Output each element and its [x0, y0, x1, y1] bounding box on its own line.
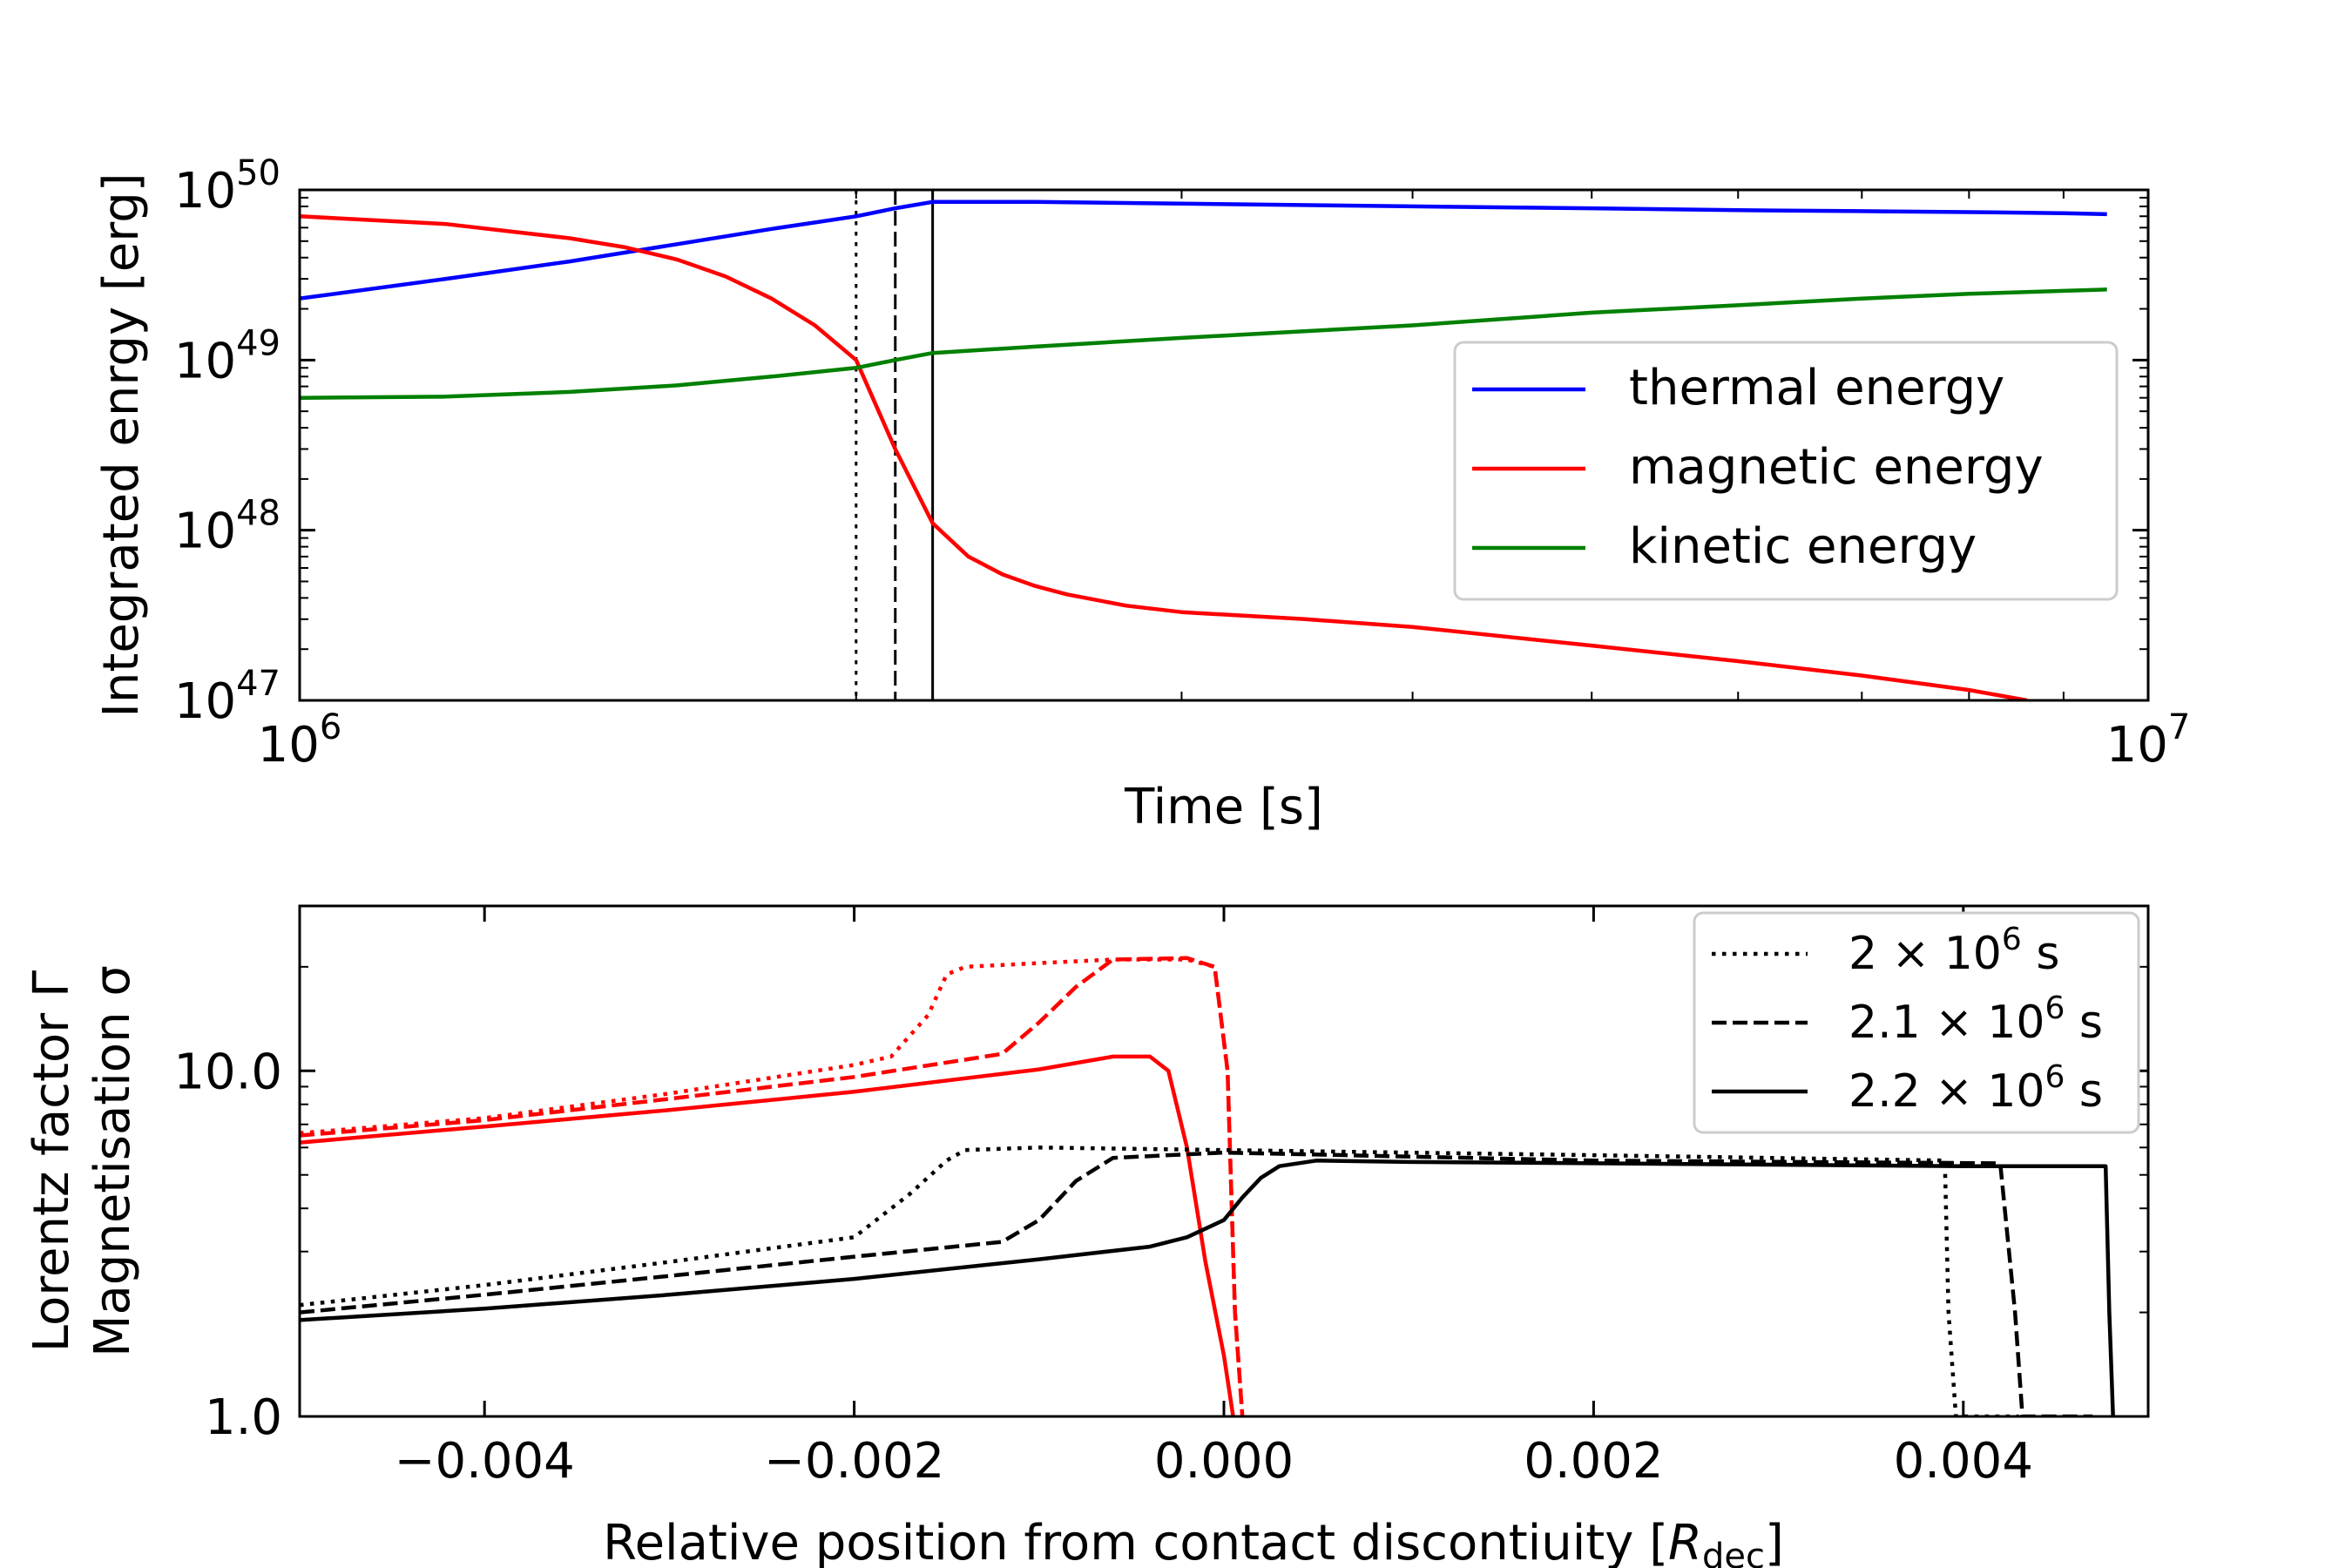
energy-y-axis-label: Integrated enrgy [erg] [93, 172, 150, 717]
energy-x-ticks: 106 107 [258, 685, 2191, 774]
series-kinetic-energy [300, 287, 2107, 400]
series-magnetic-energy [300, 214, 2028, 700]
energy-plot-frame [298, 188, 2150, 702]
profile-legend-box [1693, 911, 2140, 1134]
legend-label-magnetic: magnetic energy [1629, 439, 2044, 496]
y-tick-label: 1049 [174, 323, 280, 389]
series-lorentz-2.1e6-s [300, 1150, 2093, 1416]
energy-panel: 1047 1048 1049 1050 106 107 Time [s] Integra… [93, 153, 2190, 835]
y-tick-label: 1050 [174, 153, 280, 220]
x-tick-label: 106 [258, 707, 342, 774]
profile-series [300, 956, 2115, 1416]
legend-label-kinetic: kinetic energy [1629, 518, 1977, 575]
energy-series [300, 199, 2107, 700]
series-thermal-energy [300, 199, 2107, 301]
energy-x-axis-label: Time [s] [1124, 779, 1323, 835]
profile-y-axis-label-lorentz: Lorentz factor Γ [24, 970, 80, 1352]
x-tick-label: 0.002 [1524, 1433, 1663, 1490]
legend-label-2e6: 2 × 106 s [1848, 922, 2059, 980]
series-sigma-2.1e6-s [300, 956, 1245, 1416]
x-tick-label: −0.004 [395, 1433, 575, 1490]
y-tick-label: 1048 [174, 494, 280, 560]
series-lorentz-2.2e6-s [300, 1159, 2115, 1416]
profile-panel: 1.0 10.0 −0.004 −0.002 0.000 0.002 0.004 Rela… [24, 904, 2150, 1568]
energy-y-ticks: 1047 1048 1049 1050 [174, 153, 2148, 730]
profile-x-axis-label: Relative position from contact discontiu… [603, 1515, 1784, 1568]
y-tick-label: 10.0 [173, 1044, 282, 1100]
energy-legend-box [1453, 341, 2119, 601]
y-tick-label: 1.0 [205, 1389, 282, 1446]
x-tick-label: −0.002 [764, 1433, 944, 1490]
energy-legend: thermal energy magnetic energy kinetic e… [1453, 341, 2119, 601]
series-lorentz-2e6-s [300, 1146, 2019, 1416]
profile-y-ticks: 1.0 10.0 [173, 1044, 2148, 1446]
legend-label-2.1e6: 2.1 × 106 s [1848, 990, 2103, 1049]
legend-label-thermal: thermal energy [1629, 360, 2004, 416]
profile-legend: 2 × 106 s 2.1 × 106 s 2.2 × 106 s [1693, 911, 2140, 1134]
y-tick-label: 1047 [174, 664, 280, 730]
x-tick-label: 0.000 [1154, 1433, 1294, 1490]
x-tick-label: 0.004 [1894, 1433, 2033, 1490]
x-tick-label: 107 [2106, 707, 2191, 774]
legend-label-2.2e6: 2.2 × 106 s [1848, 1059, 2103, 1118]
energy-minor-ticks [300, 190, 2148, 700]
profile-y-axis-label-magnetisation: Magnetisation σ [84, 965, 141, 1357]
series-sigma-2.2e6-s [300, 1054, 1235, 1416]
profile-x-ticks: −0.004 −0.002 0.000 0.002 0.004 [395, 906, 2033, 1490]
